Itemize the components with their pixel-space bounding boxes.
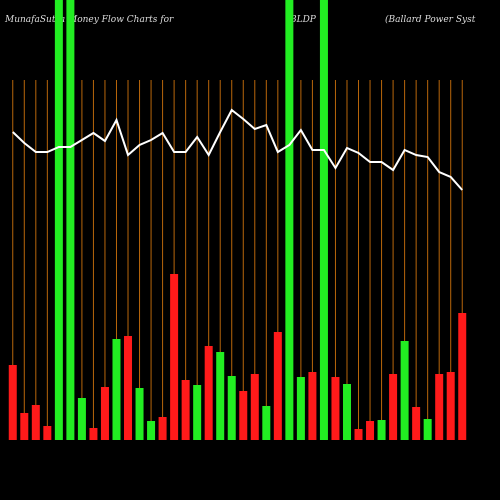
bar xyxy=(43,426,52,440)
bar xyxy=(285,0,294,440)
bar xyxy=(66,0,75,440)
bar xyxy=(158,417,167,440)
bar xyxy=(216,352,225,440)
bar xyxy=(296,377,305,440)
bar xyxy=(170,274,179,440)
bar xyxy=(100,387,109,440)
bar xyxy=(319,0,328,440)
bar xyxy=(20,413,29,440)
bar xyxy=(435,374,444,440)
bar xyxy=(308,372,317,440)
bar xyxy=(342,384,351,440)
bar xyxy=(227,376,236,440)
bar xyxy=(204,346,213,440)
bar xyxy=(8,365,17,440)
bar xyxy=(112,339,121,440)
bar xyxy=(389,374,398,440)
bar xyxy=(89,428,98,440)
bar xyxy=(77,398,86,440)
bar xyxy=(250,374,259,440)
bar xyxy=(193,385,202,440)
bar xyxy=(354,429,363,440)
bar xyxy=(377,420,386,440)
bar xyxy=(412,407,421,440)
bar xyxy=(458,313,467,440)
money-flow-line xyxy=(12,108,463,191)
bar xyxy=(262,406,271,440)
bar xyxy=(331,377,340,440)
bar xyxy=(423,419,432,440)
bar xyxy=(124,336,133,440)
bar xyxy=(273,332,282,440)
bar xyxy=(181,380,190,440)
bar xyxy=(366,421,375,440)
bar xyxy=(54,0,63,440)
subtitle: (Ballard Power Syst xyxy=(385,14,476,25)
bar xyxy=(147,421,156,440)
bar xyxy=(135,388,144,440)
bar xyxy=(31,405,40,440)
bar xyxy=(239,391,248,440)
bar xyxy=(446,372,455,440)
bar xyxy=(400,341,409,440)
chart-title: MunafaSutra Money Flow Charts for xyxy=(4,15,174,25)
ticker: BLDP xyxy=(289,15,317,25)
